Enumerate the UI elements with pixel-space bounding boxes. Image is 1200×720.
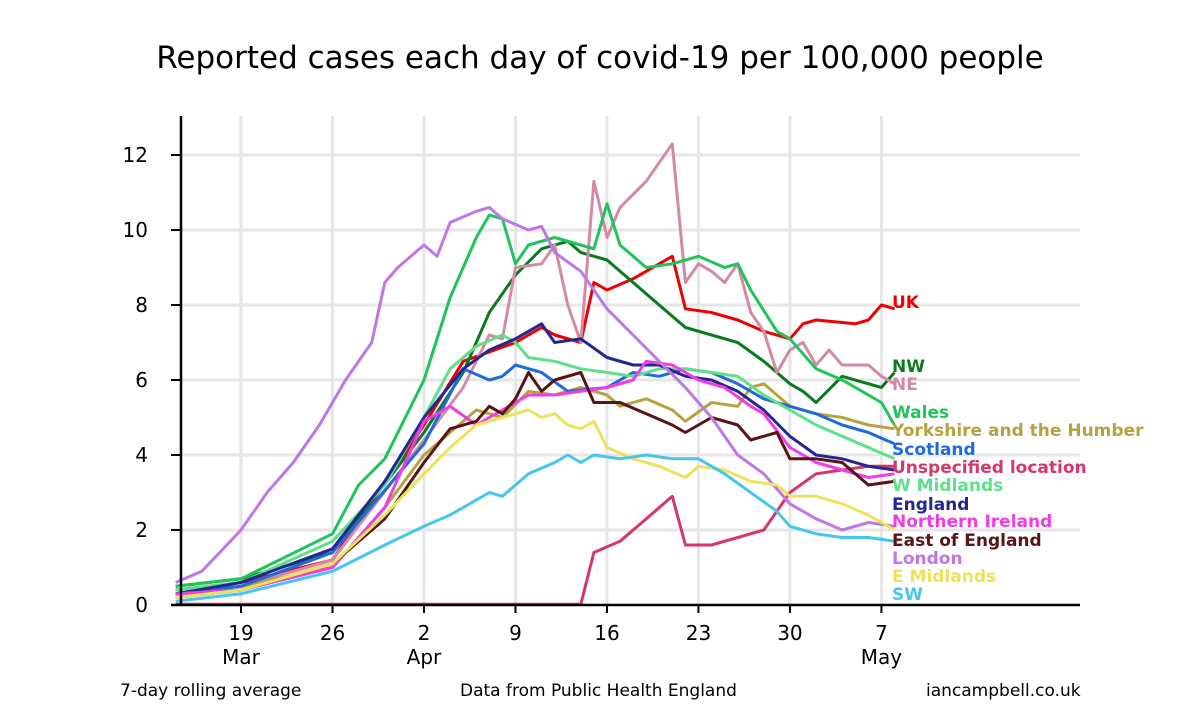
series-line-london (175, 206, 895, 584)
x-tick-label: 9 (509, 621, 522, 645)
x-tick-label: 26 (320, 621, 345, 645)
series-line-ne (175, 142, 896, 596)
x-month-label: Mar (222, 645, 261, 669)
y-tick-label: 0 (135, 593, 148, 617)
y-tick-label: 2 (135, 518, 148, 542)
series-label-unspecified-location: Unspecified location (892, 458, 1087, 478)
series-line-e-midlands (175, 408, 896, 599)
x-tick-label: 23 (686, 621, 711, 645)
series-label-scotland: Scotland (892, 440, 976, 460)
chart-title: Reported cases each day of covid-19 per … (156, 40, 1044, 76)
series-label-nw: NW (892, 357, 925, 377)
x-tick-label: 30 (777, 621, 802, 645)
series-line-wales (175, 202, 896, 588)
series-lines (175, 142, 896, 606)
series-label-w-midlands: W Midlands (892, 476, 1003, 496)
y-tick-label: 10 (123, 218, 148, 242)
series-line-scotland (175, 363, 896, 596)
footer-website: iancampbell.co.uk (926, 681, 1081, 701)
series-label-yorkshire-and-the-humber: Yorkshire and the Humber (891, 421, 1144, 441)
x-month-label: Apr (407, 645, 442, 669)
x-tick-label: 7 (875, 621, 888, 645)
x-month-label: May (861, 645, 903, 669)
axes (171, 116, 1080, 613)
y-tick-label: 6 (135, 368, 148, 392)
series-label-northern-ireland: Northern Ireland (892, 512, 1052, 532)
series-line-unspecified-location (175, 464, 895, 606)
series-label-sw: SW (892, 585, 923, 605)
series-label-east-of-england: East of England (892, 531, 1042, 551)
y-tick-label: 4 (135, 443, 148, 467)
series-line-northern-ireland (175, 359, 895, 596)
series-label-wales: Wales (892, 403, 949, 423)
series-line-england (175, 322, 895, 596)
footer-data-source: Data from Public Health England (460, 681, 737, 701)
series-label-uk: UK (892, 293, 920, 313)
series-label-england: England (892, 495, 969, 515)
series-label-london: London (892, 549, 963, 569)
x-tick-label: 19 (228, 621, 253, 645)
series-label-e-midlands: E Midlands (892, 567, 996, 587)
series-line-east-of-england (175, 371, 895, 599)
series-line-w-midlands (175, 333, 896, 592)
series-label-ne: NE (892, 375, 918, 395)
x-tick-label: 16 (594, 621, 619, 645)
y-tick-label: 12 (123, 143, 148, 167)
series-line-sw (175, 453, 895, 603)
footer-note-rolling-average: 7-day rolling average (120, 681, 302, 701)
x-tick-label: 2 (418, 621, 431, 645)
y-tick-label: 8 (135, 293, 148, 317)
